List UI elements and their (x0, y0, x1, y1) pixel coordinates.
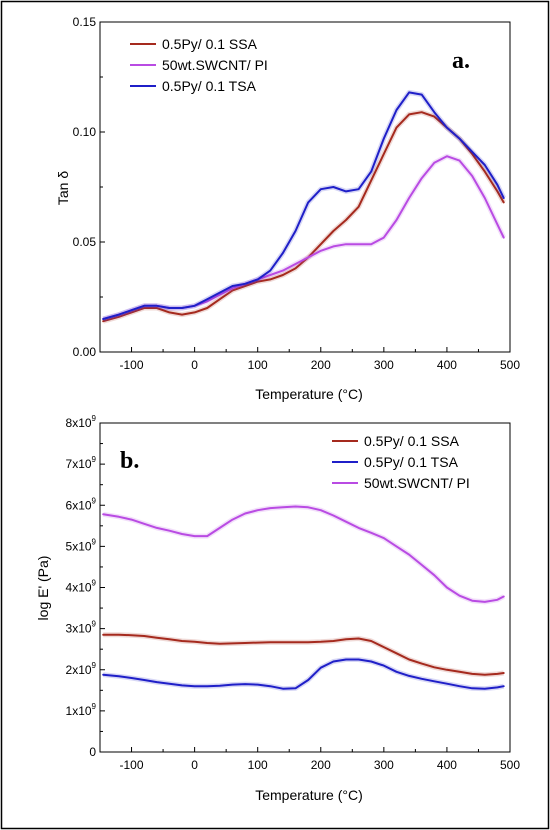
x-tick-label: 0 (191, 758, 198, 772)
panel-a-legend: 0.5Py/ 0.1 SSA 50wt.SWCNT/ PI 0.5Py/ 0.1 T… (130, 36, 268, 94)
series-line (102, 658, 505, 690)
series-line (102, 633, 505, 676)
panel-b-x-axis-title: Temperature (°C) (255, 787, 363, 803)
panel-a-label: a. (452, 48, 470, 74)
panel-b-x-axis: -100 0 100 200 300 400 500 (99, 747, 520, 772)
x-tick-label: 400 (437, 358, 457, 372)
x-tick-label: -100 (120, 358, 144, 372)
legend-entry-label: 0.5Py/ 0.1 TSA (162, 78, 257, 94)
legend-entry-label: 50wt.SWCNT/ PI (162, 57, 268, 73)
x-tick-label: 0 (191, 358, 198, 372)
panel-b-series-layer (102, 504, 505, 692)
x-tick-label: 200 (311, 358, 331, 372)
series-line (102, 91, 505, 320)
panel-b-label: b. (120, 448, 139, 474)
y-tick-label: 4x109 (66, 579, 97, 595)
legend-entry-label: 0.5Py/ 0.1 SSA (162, 36, 258, 52)
legend-entry-label: 0.5Py/ 0.1 SSA (364, 433, 460, 449)
y-tick-label: 7x109 (66, 455, 97, 471)
panel-a-y-axis: 0.00 0.05 0.10 0.15 (73, 15, 105, 359)
y-tick-label: 2x109 (66, 661, 97, 677)
panel-a-series-layer (102, 89, 506, 324)
y-tick-label: 0.10 (73, 125, 97, 139)
x-tick-label: -100 (120, 758, 144, 772)
x-tick-label: 100 (248, 358, 268, 372)
x-tick-label: 500 (500, 758, 520, 772)
y-tick-label: 5x109 (66, 537, 97, 553)
series-line (102, 505, 505, 603)
panel-b-legend: 0.5Py/ 0.1 SSA 0.5Py/ 0.1 TSA 50wt.SWCNT/ … (332, 433, 470, 491)
legend-entry-label: 50wt.SWCNT/ PI (364, 475, 470, 491)
legend-entry-label: 0.5Py/ 0.1 TSA (364, 454, 459, 470)
panel-a-x-axis: -100 0 100 200 300 400 500 (99, 347, 520, 372)
y-tick-label: 6x109 (66, 496, 97, 512)
y-tick-label: 0.05 (73, 235, 97, 249)
panel-b-y-axis-title: log E' (Pa) (35, 556, 51, 621)
panel-b-y-axis: 0 1x109 2x109 3x109 4x109 5x109 6x109 7x109 8x10… (66, 414, 105, 759)
panel-b-storage-modulus-chart: -100 0 100 200 300 400 500 0 1x109 2x109 3x109 4x1… (35, 414, 520, 803)
x-tick-label: 500 (500, 358, 520, 372)
y-tick-label: 1x109 (66, 702, 97, 718)
x-tick-label: 300 (374, 758, 394, 772)
y-tick-label: 3x109 (66, 620, 97, 636)
x-tick-label: 200 (311, 758, 331, 772)
panel-a-tan-delta-chart: -100 0 100 200 300 400 500 0.00 0.05 0.10 0.15 Te… (55, 15, 520, 402)
panel-a-x-axis-title: Temperature (°C) (255, 386, 363, 402)
x-tick-label: 400 (437, 758, 457, 772)
panel-a-y-axis-title: Tan δ (55, 171, 71, 205)
x-tick-label: 300 (374, 358, 394, 372)
y-tick-label: 0 (89, 745, 96, 759)
y-tick-label: 0.00 (73, 345, 97, 359)
y-tick-label: 8x109 (66, 414, 97, 430)
y-tick-label: 0.15 (73, 15, 97, 29)
x-tick-label: 100 (248, 758, 268, 772)
